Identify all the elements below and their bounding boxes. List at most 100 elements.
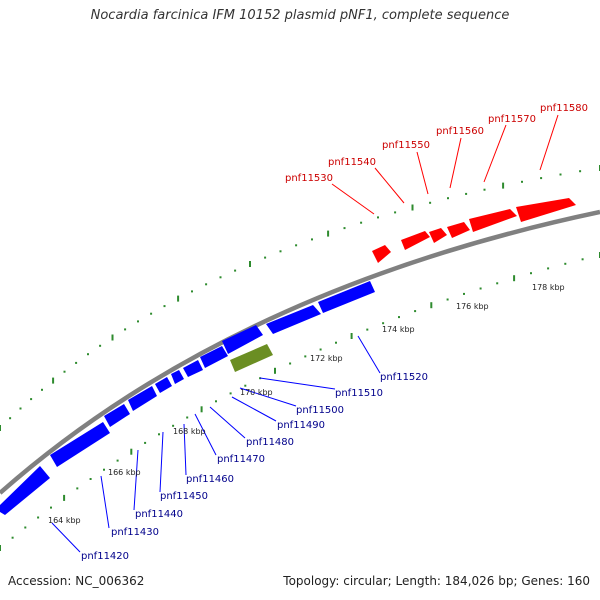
leader-line bbox=[331, 183, 375, 215]
outer-tick bbox=[111, 334, 114, 341]
label-pnf11510[interactable]: pnf11510 bbox=[335, 388, 383, 399]
label-pnf11560[interactable]: pnf11560 bbox=[436, 126, 484, 137]
label-pnf11460[interactable]: pnf11460 bbox=[186, 474, 234, 485]
inner-tick bbox=[479, 287, 482, 290]
leader-line bbox=[259, 377, 336, 390]
outer-tick bbox=[579, 170, 582, 173]
gene-pnf11430-arrow[interactable] bbox=[50, 422, 110, 467]
inner-tick bbox=[144, 441, 147, 444]
gene-pnf11570-arrow[interactable] bbox=[469, 209, 517, 232]
label-pnf11490[interactable]: pnf11490 bbox=[277, 420, 325, 431]
outer-tick bbox=[559, 173, 562, 176]
inner-tick bbox=[319, 348, 322, 351]
leader-line bbox=[416, 151, 429, 195]
inner-tick bbox=[130, 448, 133, 455]
gene-pnf11500-arrow[interactable] bbox=[222, 325, 263, 354]
inner-tick bbox=[244, 384, 247, 387]
outer-tick bbox=[150, 312, 153, 315]
outer-tick bbox=[249, 261, 251, 267]
inner-tick bbox=[172, 424, 175, 427]
outer-tick bbox=[465, 192, 468, 195]
outer-tick bbox=[295, 244, 298, 247]
inner-tick bbox=[37, 516, 40, 519]
inner-tick bbox=[229, 392, 232, 395]
leader-line bbox=[449, 137, 462, 189]
leader-line bbox=[51, 522, 81, 553]
outer-tick bbox=[177, 295, 180, 302]
label-pnf11500[interactable]: pnf11500 bbox=[296, 405, 344, 416]
scale-label-170: 170 kbp bbox=[240, 388, 273, 397]
scale-label-174: 174 kbp bbox=[382, 325, 415, 334]
inner-tick bbox=[463, 292, 465, 295]
inner-tick bbox=[103, 468, 105, 471]
leader-line bbox=[239, 387, 297, 407]
gene-pnf11420-arrow[interactable] bbox=[0, 466, 50, 515]
inner-tick-ring bbox=[0, 252, 600, 551]
gene-pnf11480-arrow[interactable] bbox=[183, 360, 203, 377]
gene-pnf11470-arrow[interactable] bbox=[171, 370, 184, 384]
label-pnf11430[interactable]: pnf11430 bbox=[111, 527, 159, 538]
outer-tick bbox=[137, 320, 139, 323]
outer-tick bbox=[9, 417, 12, 420]
inner-tick bbox=[11, 536, 14, 539]
inner-tick bbox=[430, 302, 433, 309]
leader-line bbox=[183, 423, 187, 476]
accession-text: Accession: NC_006362 bbox=[8, 574, 145, 588]
inner-tick bbox=[513, 275, 516, 282]
inner-tick bbox=[496, 282, 499, 285]
label-pnf11470[interactable]: pnf11470 bbox=[217, 454, 265, 465]
label-leader-lines bbox=[51, 114, 559, 553]
outer-tick-ring bbox=[0, 165, 600, 431]
outer-tick bbox=[327, 230, 330, 237]
label-pnf11520[interactable]: pnf11520 bbox=[380, 372, 428, 383]
leader-line bbox=[133, 449, 139, 511]
outer-tick bbox=[63, 370, 66, 373]
outer-tick bbox=[30, 398, 33, 401]
gene-pnf11460-arrow[interactable] bbox=[155, 377, 172, 393]
outer-tick bbox=[483, 188, 486, 191]
outer-tick bbox=[163, 305, 166, 308]
label-pnf11580[interactable]: pnf11580 bbox=[540, 103, 588, 114]
scale-labels: 164 kbp 166 kbp 168 kbp 170 kbp 172 kbp … bbox=[48, 283, 565, 525]
gene-pnf11440-arrow[interactable] bbox=[104, 404, 130, 427]
gene-pnf11530-arrow[interactable] bbox=[372, 245, 391, 263]
outer-tick bbox=[394, 211, 397, 214]
scale-label-176: 176 kbp bbox=[456, 302, 489, 311]
label-pnf11570[interactable]: pnf11570 bbox=[488, 114, 536, 125]
leader-line bbox=[357, 335, 381, 374]
gene-pnf11550-arrow[interactable] bbox=[429, 228, 447, 243]
inner-tick bbox=[76, 487, 79, 490]
gene-pnf11490-arrow[interactable] bbox=[200, 346, 228, 368]
outer-tick bbox=[502, 182, 505, 189]
gene-pnf11540-arrow[interactable] bbox=[401, 231, 430, 250]
label-pnf11530[interactable]: pnf11530 bbox=[285, 173, 333, 184]
inner-tick bbox=[530, 272, 532, 275]
inner-tick bbox=[446, 298, 449, 301]
gene-pnf11560-arrow[interactable] bbox=[447, 222, 470, 238]
label-pnf11550[interactable]: pnf11550 bbox=[382, 140, 430, 151]
gene-pnf11580-arrow[interactable] bbox=[516, 198, 576, 222]
outer-tick bbox=[219, 276, 222, 279]
inner-tick bbox=[186, 416, 189, 419]
scale-label-172: 172 kbp bbox=[310, 354, 343, 363]
gene-pnf11510-arrow[interactable] bbox=[266, 305, 321, 334]
outer-tick bbox=[124, 328, 127, 331]
rna-gene-block[interactable] bbox=[230, 344, 273, 372]
outer-tick bbox=[191, 290, 193, 293]
outer-tick bbox=[540, 177, 543, 180]
inner-tick bbox=[289, 362, 292, 365]
inner-tick bbox=[158, 433, 160, 436]
inner-tick bbox=[50, 506, 52, 509]
inner-tick bbox=[414, 310, 417, 313]
inner-tick bbox=[335, 341, 337, 344]
gene-pnf11520-arrow[interactable] bbox=[318, 281, 375, 313]
gene-pnf11450-arrow[interactable] bbox=[128, 386, 157, 411]
label-pnf11480[interactable]: pnf11480 bbox=[246, 437, 294, 448]
label-pnf11420[interactable]: pnf11420 bbox=[81, 551, 129, 562]
reverse-genes bbox=[0, 281, 375, 515]
label-pnf11440[interactable]: pnf11440 bbox=[135, 509, 183, 520]
label-pnf11450[interactable]: pnf11450 bbox=[160, 491, 208, 502]
outer-tick bbox=[75, 361, 78, 364]
outer-tick bbox=[52, 377, 55, 384]
label-pnf11540[interactable]: pnf11540 bbox=[328, 157, 376, 168]
